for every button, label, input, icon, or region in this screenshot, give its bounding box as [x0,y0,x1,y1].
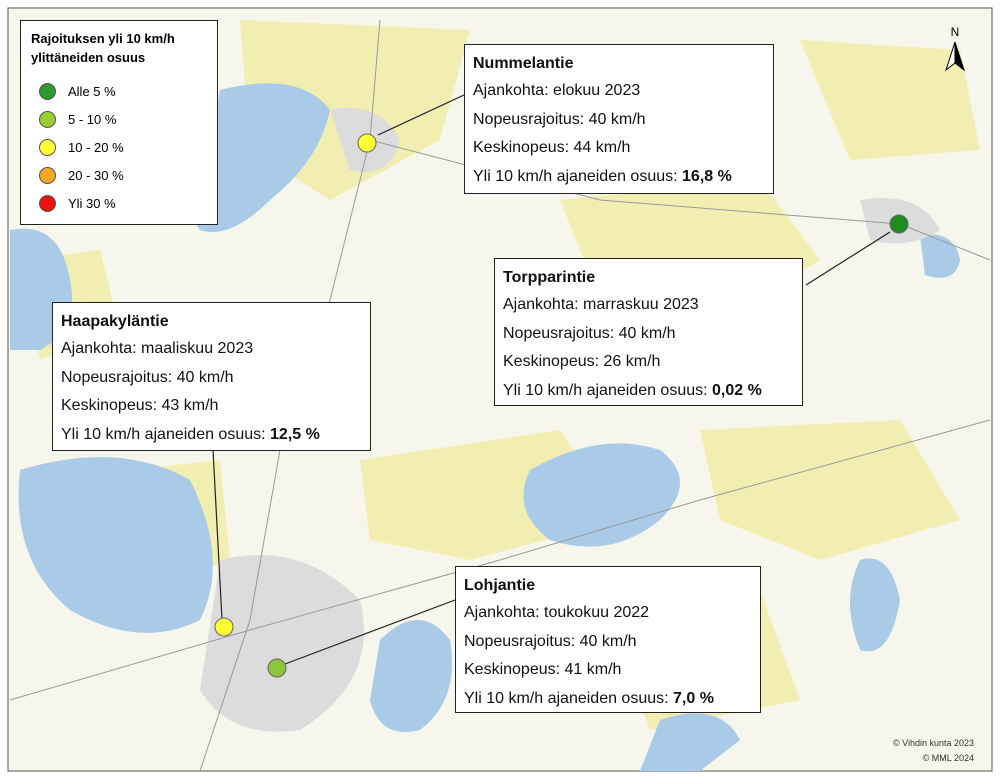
site-marker [357,133,377,153]
site-box: Torpparintie Ajankohta: marraskuu 2023 N… [494,258,803,406]
share-label: Yli 10 km/h ajaneiden osuus: [473,167,678,185]
legend-label: 20 - 30 % [68,167,124,183]
svg-text:N: N [951,25,960,39]
site-marker [889,214,909,234]
site-limit: Nopeusrajoitus: 40 km/h [61,368,234,386]
share-value: 0,02 % [712,381,762,399]
legend-item: Yli 30 % [31,189,207,217]
legend-swatch [39,138,56,156]
copyright: © Vihdin kunta 2023 [892,738,974,748]
site-box: Nummelantie Ajankohta: elokuu 2023 Nopeu… [464,44,774,194]
site-speed: Keskinopeus: 44 km/h [473,139,631,156]
legend-swatch [39,166,56,184]
legend: Rajoituksen yli 10 km/h ylittäneiden osu… [20,20,218,225]
legend-title: Rajoituksen yli 10 km/h ylittäneiden osu… [31,31,175,65]
legend-item: Alle 5 % [31,77,207,105]
leader-lines [212,94,891,665]
site-box: Haapakyläntie Ajankohta: maaliskuu 2023 … [52,302,371,451]
north-arrow: N [945,25,965,72]
share-label: Yli 10 km/h ajaneiden osuus: [503,381,708,399]
site-speed: Keskinopeus: 41 km/h [464,661,622,678]
site-marker [267,658,287,678]
legend-item: 10 - 20 % [31,133,207,161]
site-name: Lohjantie [464,577,536,594]
legend-swatch [39,110,56,128]
site-date: Ajankohta: maaliskuu 2023 [61,340,254,357]
site-limit: Nopeusrajoitus: 40 km/h [464,632,637,650]
lakes [10,83,960,771]
site-date: Ajankohta: marraskuu 2023 [503,296,699,313]
share-label: Yli 10 km/h ajaneiden osuus: [61,425,266,443]
site-box: Lohjantie Ajankohta: toukokuu 2022 Nopeu… [455,566,761,713]
copyright: © MML 2024 [922,753,974,763]
legend-label: 5 - 10 % [68,111,117,127]
legend-label: 10 - 20 % [68,139,124,155]
share-value: 12,5 % [270,425,320,443]
legend-swatch [39,82,56,100]
site-limit: Nopeusrajoitus: 40 km/h [503,324,676,342]
legend-label: Yli 30 % [68,195,116,211]
site-name: Torpparintie [503,269,596,286]
legend-swatch [39,194,56,212]
site-speed: Keskinopeus: 43 km/h [61,397,219,414]
share-label: Yli 10 km/h ajaneiden osuus: [464,689,669,707]
legend-label: Alle 5 % [68,83,116,99]
site-date: Ajankohta: toukokuu 2022 [464,604,650,621]
site-name: Haapakyläntie [61,313,169,330]
share-value: 7,0 % [673,689,714,707]
site-date: Ajankohta: elokuu 2023 [473,82,641,99]
site-speed: Keskinopeus: 26 km/h [503,353,661,370]
legend-item: 20 - 30 % [31,161,207,189]
legend-item: 5 - 10 % [31,105,207,133]
site-limit: Nopeusrajoitus: 40 km/h [473,110,646,128]
site-name: Nummelantie [473,55,574,72]
share-value: 16,8 % [682,167,732,185]
site-marker [214,617,234,637]
